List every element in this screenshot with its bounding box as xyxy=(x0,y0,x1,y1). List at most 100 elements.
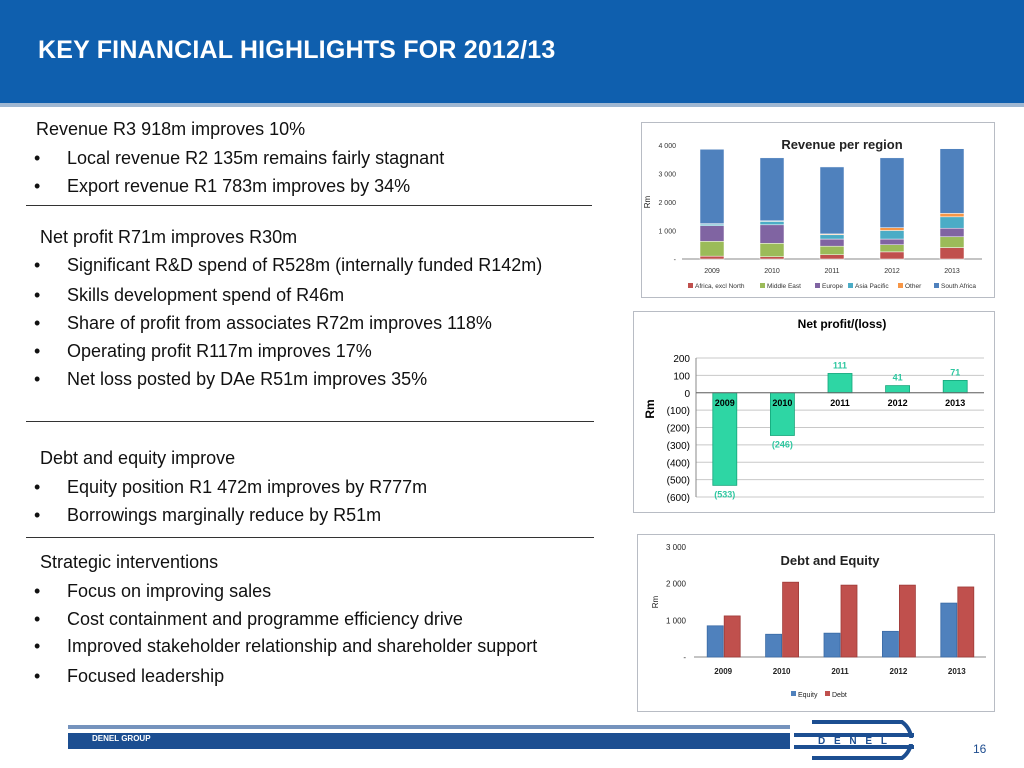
debt-section: Debt and equity improve Equity position … xyxy=(34,444,596,529)
logo-wordmark: D E N E L xyxy=(818,736,890,747)
bar-segment xyxy=(759,243,785,257)
y-tick-label: (100) xyxy=(667,406,690,417)
bar xyxy=(769,392,795,436)
y-tick-label: 1 000 xyxy=(658,229,676,236)
revenue-heading: Revenue R3 918m improves 10% xyxy=(36,119,306,139)
x-tick-label: 2010 xyxy=(764,268,780,275)
y-tick-label: (600) xyxy=(667,493,690,504)
bar-segment xyxy=(939,227,965,238)
bar-segment xyxy=(879,230,905,240)
legend-swatch xyxy=(825,691,830,696)
bar-segment xyxy=(819,234,845,240)
profit-chart-box: Net profit/(loss) Rm (600) (500) (400) (300) (… xyxy=(633,311,995,513)
bar xyxy=(827,373,853,394)
x-tick-label: 2012 xyxy=(888,398,908,408)
data-label: 71 xyxy=(950,367,960,377)
bar-segment xyxy=(759,221,785,226)
y-tick-label: 200 xyxy=(673,354,690,365)
bar-segment xyxy=(759,256,785,260)
legend-label: Asia Pacific xyxy=(855,283,889,290)
chart-title: Revenue per region xyxy=(781,137,902,152)
x-tick-label: 2013 xyxy=(944,268,960,275)
y-tick-label: 2 000 xyxy=(658,200,676,207)
revenue-section: Revenue R3 918m improves 10% Local reven… xyxy=(34,115,596,200)
bar-segment xyxy=(879,227,905,231)
x-tick-label: 2011 xyxy=(824,268,839,275)
y-axis-label: Rm xyxy=(651,595,660,608)
y-tick-label: 3 000 xyxy=(658,172,676,179)
bar xyxy=(782,581,800,658)
chart-title: Debt and Equity xyxy=(781,553,881,568)
bar xyxy=(723,615,741,658)
strategic-heading: Strategic interventions xyxy=(40,552,219,572)
y-tick-label: (500) xyxy=(667,476,690,487)
bar-segment xyxy=(879,251,905,260)
legend-label: South Africa xyxy=(941,283,976,290)
profit-heading: Net profit R71m improves R30m xyxy=(40,227,298,247)
y-tick-label: (400) xyxy=(667,458,690,469)
bar-segment xyxy=(939,247,965,260)
legend-swatch xyxy=(898,283,903,288)
bar-segment xyxy=(759,224,785,244)
y-tick-label: 3 000 xyxy=(666,543,687,552)
footer-group-label: DENEL GROUP xyxy=(92,734,151,743)
profit-bullet: Share of profit from associates R72m imp… xyxy=(34,309,576,337)
legend-label: Middle East xyxy=(767,283,801,290)
data-label: 111 xyxy=(833,360,847,370)
profit-bullet: Operating profit R117m improves 17% xyxy=(34,337,576,365)
data-label: (246) xyxy=(772,439,793,449)
profit-bullet: Net loss posted by DAe R51m improves 35% xyxy=(34,365,576,393)
bar xyxy=(942,380,968,394)
debt-bullet: Borrowings marginally reduce by R51m xyxy=(34,501,596,529)
profit-bullet: Skills development spend of R46m xyxy=(34,281,576,309)
revenue-per-region-chart: Revenue per region Rm - 1 000 2 000 3 000 4 00… xyxy=(643,137,982,290)
legend-label: Europe xyxy=(822,283,843,290)
bar xyxy=(898,584,916,658)
data-label: (533) xyxy=(714,489,735,499)
title-banner: KEY FINANCIAL HIGHLIGHTS FOR 2012/13 xyxy=(0,0,1024,107)
debt-bullet: Equity position R1 472m improves by R777… xyxy=(34,473,596,501)
y-tick-label: (300) xyxy=(667,441,690,452)
revenue-bullet: Local revenue R2 135m remains fairly sta… xyxy=(34,144,596,172)
bar-segment xyxy=(699,225,725,242)
x-tick-label: 2009 xyxy=(715,398,735,408)
revenue-chart-box: Revenue per region Rm - 1 000 2 000 3 000 4 00… xyxy=(641,122,995,298)
bar xyxy=(940,602,958,658)
bar-segment xyxy=(939,148,965,214)
legend-swatch xyxy=(848,283,853,288)
page-title: KEY FINANCIAL HIGHLIGHTS FOR 2012/13 xyxy=(38,36,556,64)
section-divider xyxy=(26,421,594,422)
x-tick-label: 2011 xyxy=(831,667,849,676)
denel-logo: D E N E L xyxy=(794,720,914,760)
x-tick-label: 2012 xyxy=(890,667,908,676)
profit-section: Net profit R71m improves R30m Significan… xyxy=(34,223,576,393)
strategic-bullet: Cost containment and programme efficienc… xyxy=(34,605,576,633)
bar-segment xyxy=(939,216,965,229)
bar-segment xyxy=(879,244,905,253)
legend-swatch xyxy=(760,283,765,288)
bar xyxy=(885,385,911,394)
bar xyxy=(706,625,724,658)
debt-chart-box: Debt and Equity Rm - 1 000 2 000 3 000 2009 201… xyxy=(637,534,995,712)
x-tick-label: 2009 xyxy=(714,667,732,676)
x-tick-label: 2013 xyxy=(948,667,966,676)
y-tick-label: 2 000 xyxy=(666,580,687,589)
legend-swatch xyxy=(688,283,693,288)
x-tick-label: 2012 xyxy=(884,268,900,275)
strategic-bullet: Focus on improving sales xyxy=(34,577,576,605)
debt-equity-chart: Debt and Equity Rm - 1 000 2 000 3 000 2009 201… xyxy=(651,543,986,699)
section-divider xyxy=(26,537,594,538)
bar-segment xyxy=(699,241,725,257)
y-tick-label: 4 000 xyxy=(658,143,676,150)
page-number: 16 xyxy=(973,742,987,756)
revenue-bullet: Export revenue R1 783m improves by 34% xyxy=(34,172,596,200)
bar xyxy=(881,630,899,658)
legend-label: Equity xyxy=(798,692,818,699)
x-tick-label: 2009 xyxy=(704,268,720,275)
legend-swatch xyxy=(815,283,820,288)
y-tick-label: (200) xyxy=(667,424,690,435)
bar xyxy=(957,586,975,658)
strategic-bullet: Focused leadership xyxy=(34,662,576,690)
strategic-section: Strategic interventions Focus on improvi… xyxy=(34,548,576,690)
bar-segment xyxy=(879,157,905,228)
